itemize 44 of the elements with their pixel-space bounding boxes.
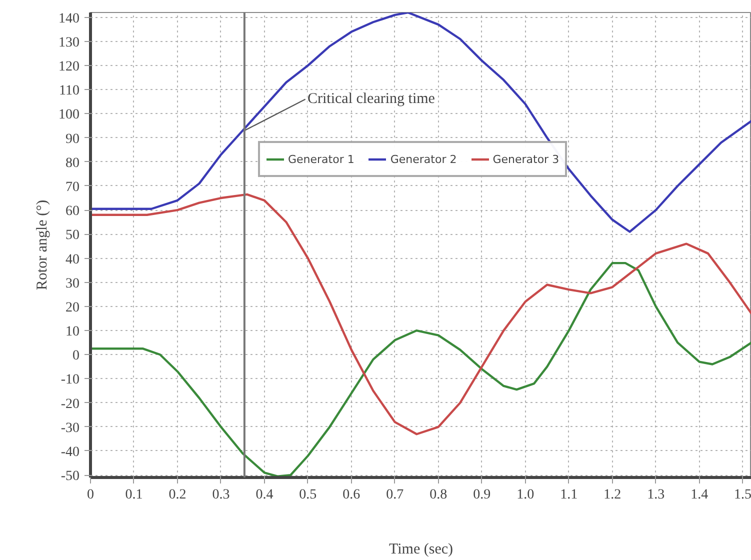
x-tick-label: 1.5 (734, 488, 751, 502)
y-tick-label: 70 (66, 180, 80, 195)
y-tick-label: 140 (58, 11, 80, 26)
x-tick-label: 0.6 (342, 488, 360, 502)
y-tick-label: -10 (60, 372, 80, 388)
x-tick-label: 0.1 (125, 488, 143, 502)
legend-label: Generator 1 (288, 152, 354, 166)
y-tick-label: 100 (58, 108, 80, 123)
y-axis-title: Rotor angle (°) (34, 200, 50, 290)
y-tick-label: -40 (60, 444, 80, 460)
y-tick-label: -50 (60, 469, 80, 484)
x-tick-label: 0.9 (473, 488, 491, 502)
x-tick-label: 0.5 (299, 488, 317, 502)
annotation: Critical clearing time (308, 91, 436, 108)
x-tick-label: 0.7 (386, 488, 404, 502)
x-tick-label: 1.1 (560, 488, 578, 502)
x-tick-label: 1.2 (604, 488, 622, 502)
y-tick-label: -20 (60, 396, 80, 412)
y-tick-label: 10 (66, 324, 80, 340)
legend-label: Generator 2 (390, 152, 457, 166)
x-tick-label: 1.4 (690, 488, 708, 502)
y-tick-label: 110 (59, 84, 80, 99)
x-axis-title: Time (sec) (388, 542, 454, 558)
y-tick-label: 80 (66, 156, 80, 171)
x-tick-label: 0.8 (430, 488, 448, 502)
y-tick-label: 20 (66, 300, 80, 316)
y-tick-label: 0 (72, 348, 80, 364)
y-tick-label: 90 (66, 132, 80, 147)
y-tick-label: 40 (66, 252, 80, 268)
y-tick-label: 130 (58, 35, 80, 50)
line-series (90, 12, 751, 233)
legend-label: Generator 3 (492, 152, 560, 166)
x-tick-label: 1.0 (516, 488, 534, 502)
y-tick-label: 30 (66, 276, 80, 292)
x-tick-label: 0.4 (256, 488, 274, 502)
x-tick-label: 0 (87, 488, 94, 502)
y-tick-label: 50 (66, 228, 80, 244)
y-tick-label: 60 (66, 204, 80, 220)
x-tick-label: 1.3 (647, 488, 665, 502)
y-tick-label: 120 (58, 60, 80, 75)
x-tick-label: 0.3 (212, 488, 230, 502)
x-tick-label: 0.2 (168, 488, 186, 502)
y-tick-label: -30 (60, 420, 80, 436)
line-series (90, 193, 751, 436)
